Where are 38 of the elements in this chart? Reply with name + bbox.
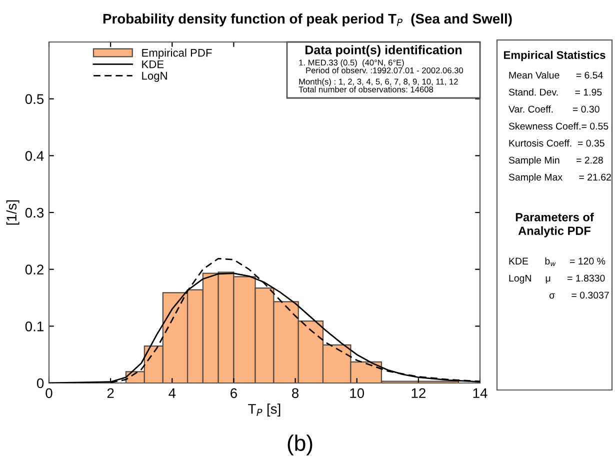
text: σ = 0.3037 [549, 292, 609, 299]
x-tick-label: 0 [46, 388, 52, 398]
y-tick-label: 0.4 [25, 151, 44, 161]
text: Stand. Dev. = 1.95 [508, 88, 602, 96]
x-tick-label: 4 [168, 388, 176, 398]
annotation: Total number of observations: 14608 [298, 86, 434, 92]
text: Mean Value = 6.54 [509, 71, 603, 79]
annotation: Data point(s) identification [306, 45, 462, 57]
y-tick-label: 0.3 [25, 208, 44, 218]
text: Empirical Statistics [504, 50, 606, 62]
x-tick-label: 14 [473, 388, 488, 398]
y-tick-label: 0.1 [25, 322, 44, 332]
y-tick-label: 0 [36, 378, 44, 388]
chart-title: Probability density function of peak period T$_{P}$ (Sea and Swell) [103, 13, 512, 26]
text: Sample Max = 21.62 [508, 173, 611, 183]
text: Kurtosis Coeff. = 0.35 [509, 139, 604, 147]
y-tick-label: 0.2 [25, 264, 44, 275]
legend-label: Empirical PDF [142, 48, 212, 59]
legend-label: LogN [142, 72, 167, 82]
y-axis-title: [1/s] [6, 200, 20, 225]
annotation: Month(s) : 1, 2, 3, 4, 5, 6, 7, 8, 9, 10, 11, 12 [299, 78, 458, 86]
y-tick-label: 0.5 [25, 94, 44, 104]
x-tick-label: 6 [230, 388, 237, 398]
text: LogN μ = 1.8330 [509, 274, 605, 284]
annotation: Period of observ. :1992.07.01 - 2002.06.30 [306, 67, 464, 74]
x-tick-label: 10 [350, 388, 364, 398]
x-tick-label: 8 [292, 388, 299, 398]
x-tick-label: 12 [412, 388, 426, 398]
x-axis-title: T$_{P}$ [s] [248, 404, 280, 417]
text: Parameters of Analytic PDF [516, 212, 594, 238]
text: Var. Coeff. = 0.30 [508, 105, 600, 113]
x-tick-label: 2 [107, 388, 114, 398]
text: Skewness Coeff.= 0.55 [508, 122, 608, 130]
annotation: 1. MED.33 (0.5) (40°N, 6°E) [299, 59, 404, 68]
text: KDE b$_{w}$ = 120 % [509, 257, 606, 266]
legend-label: KDE [142, 60, 164, 68]
text: (b) [288, 434, 312, 456]
text: Sample Min = 2.28 [508, 156, 603, 166]
